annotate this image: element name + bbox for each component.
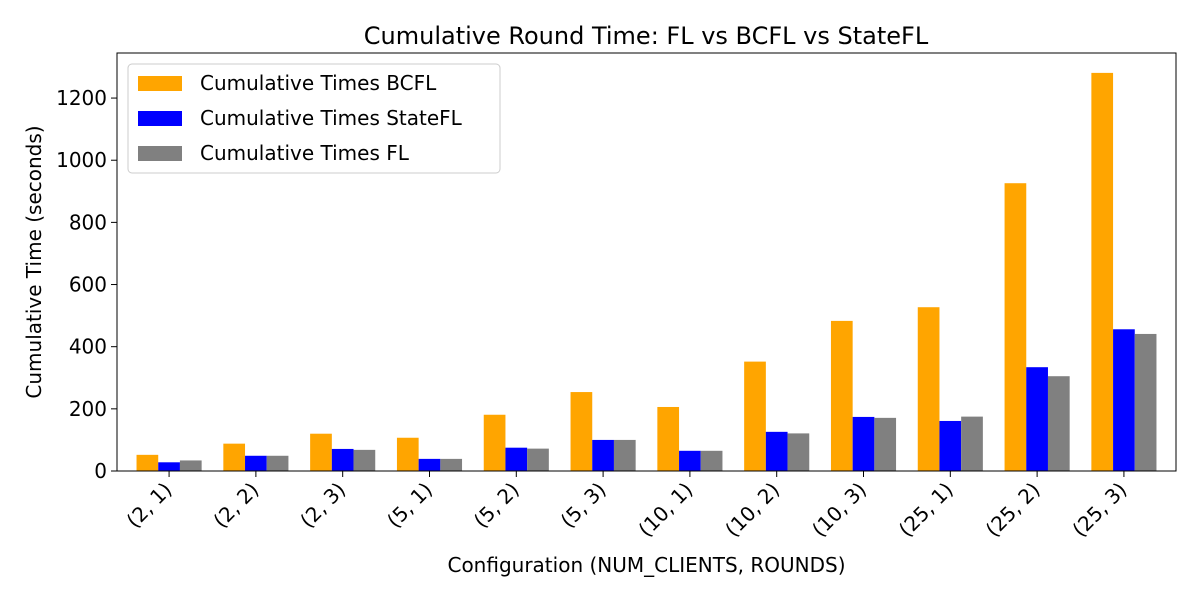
bar-3-1 bbox=[179, 460, 202, 471]
bar-1-4 bbox=[396, 437, 419, 471]
bar-3-9 bbox=[874, 417, 897, 471]
legend-frame bbox=[127, 63, 501, 174]
bar-2-12 bbox=[1113, 329, 1135, 471]
bar-2-2 bbox=[245, 455, 267, 471]
bar-3-5 bbox=[527, 448, 549, 471]
legend-label-2: Cumulative Times StateFL bbox=[200, 106, 463, 130]
bar-2-8 bbox=[765, 431, 788, 471]
bar-2-5 bbox=[505, 447, 528, 471]
legend-swatch-1 bbox=[138, 76, 182, 91]
bar-1-11 bbox=[1004, 183, 1027, 471]
bar-2-4 bbox=[418, 458, 441, 471]
x-tick-label: (2, 2) bbox=[208, 478, 263, 533]
bar-1-8 bbox=[744, 361, 766, 471]
bar-2-3 bbox=[331, 448, 354, 471]
y-tick-label: 1200 bbox=[56, 86, 107, 110]
bar-1-10 bbox=[917, 307, 940, 471]
x-axis: (2, 1) (2, 2) (2, 3) (5, 1) (5, 2) (5, 3) (10,… bbox=[122, 471, 1131, 542]
legend-swatch-3 bbox=[138, 146, 182, 161]
x-tick-label: (25, 1) bbox=[894, 478, 958, 542]
x-tick-label: (10, 1) bbox=[633, 478, 697, 542]
bar-2-9 bbox=[852, 416, 875, 471]
bar-1-12 bbox=[1091, 72, 1114, 472]
chart-title: Cumulative Round Time: FL vs BCFL vs Sta… bbox=[364, 22, 929, 50]
bar-3-3 bbox=[353, 449, 376, 471]
bar-3-10 bbox=[961, 416, 983, 471]
y-tick-label: 200 bbox=[69, 397, 107, 421]
x-tick-label: (25, 2) bbox=[981, 478, 1045, 542]
y-tick-label: 400 bbox=[69, 335, 107, 359]
x-tick-label: (5, 2) bbox=[469, 478, 524, 533]
x-tick-label: (2, 1) bbox=[122, 478, 177, 533]
y-tick-label: 600 bbox=[69, 273, 107, 297]
bar-2-6 bbox=[592, 439, 614, 471]
bar-3-7 bbox=[700, 450, 723, 471]
bar-1-7 bbox=[657, 406, 680, 471]
x-axis-title: Configuration (NUM_CLIENTS, ROUNDS) bbox=[447, 553, 845, 577]
bar-2-1 bbox=[158, 462, 180, 471]
bar-1-6 bbox=[570, 392, 593, 471]
bars-group bbox=[136, 72, 1157, 472]
x-tick-label: (5, 3) bbox=[556, 478, 611, 533]
bar-3-6 bbox=[613, 439, 636, 471]
bar-2-7 bbox=[679, 450, 701, 471]
x-tick-label: (25, 3) bbox=[1067, 478, 1131, 542]
plot-area-frame bbox=[116, 52, 1177, 472]
bar-2-11 bbox=[1026, 367, 1048, 471]
bar-1-2 bbox=[223, 443, 246, 471]
bar-1-5 bbox=[483, 414, 506, 471]
bar-3-2 bbox=[266, 455, 289, 471]
legend: Cumulative Times BCFL Cumulative Times St… bbox=[127, 63, 501, 174]
legend-label-3: Cumulative Times FL bbox=[200, 141, 410, 165]
legend-swatch-2 bbox=[138, 111, 182, 126]
y-tick-label: 800 bbox=[69, 210, 107, 234]
x-tick-label: (10, 3) bbox=[807, 478, 871, 542]
bar-3-12 bbox=[1134, 333, 1157, 471]
bar-3-8 bbox=[787, 433, 810, 471]
y-tick-label: 0 bbox=[94, 459, 107, 483]
x-tick-label: (2, 3) bbox=[295, 478, 350, 533]
y-axis: 0 200 400 600 800 1000 1200 bbox=[56, 86, 117, 483]
bar-1-9 bbox=[830, 320, 853, 471]
bar-1-1 bbox=[136, 454, 159, 471]
bar-3-4 bbox=[440, 458, 463, 471]
y-axis-title: Cumulative Time (seconds) bbox=[22, 125, 46, 398]
y-tick-label: 1000 bbox=[56, 148, 107, 172]
bar-2-10 bbox=[939, 420, 962, 471]
bar-1-3 bbox=[310, 433, 332, 471]
x-tick-label: (5, 1) bbox=[382, 478, 437, 533]
bar-3-11 bbox=[1047, 376, 1070, 471]
legend-label-1: Cumulative Times BCFL bbox=[200, 71, 437, 95]
x-tick-label: (10, 2) bbox=[720, 478, 784, 542]
